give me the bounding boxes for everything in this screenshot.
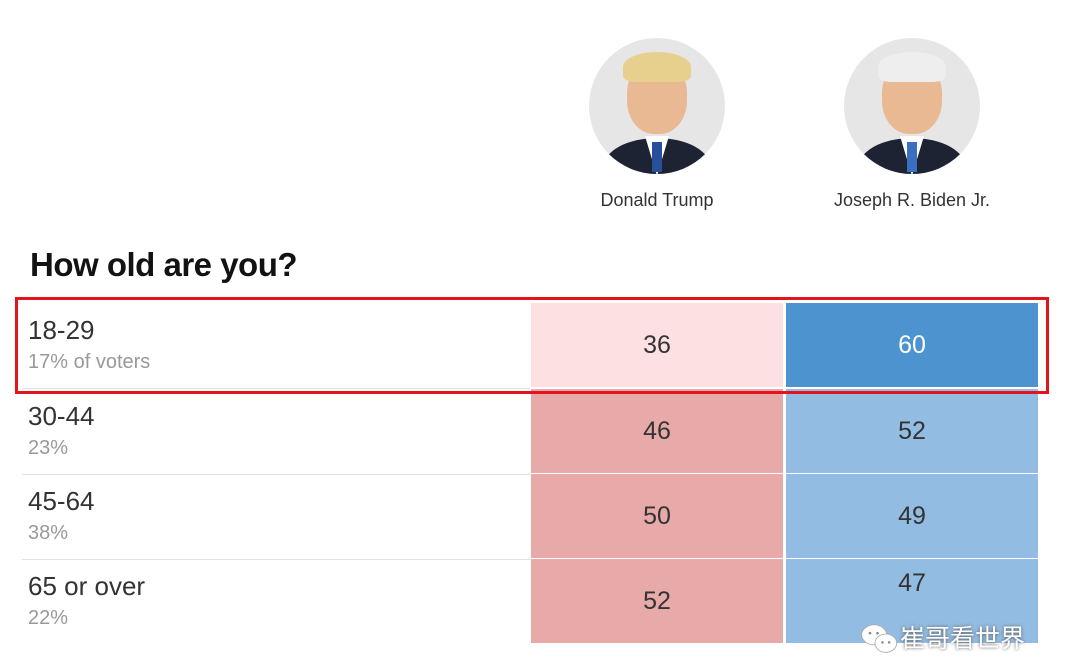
trump-value-cell: 52 bbox=[531, 559, 783, 643]
biden-value-cell: 47 bbox=[786, 559, 1038, 643]
table-row: 65 or over 22% 52 47 bbox=[22, 559, 1038, 643]
biden-value-cell: 52 bbox=[786, 389, 1038, 473]
row-share: 38% bbox=[28, 522, 69, 544]
trump-value-cell: 50 bbox=[531, 474, 783, 558]
row-label: 30-44 bbox=[28, 401, 95, 431]
table-row: 45-64 38% 50 49 bbox=[22, 474, 1038, 560]
row-divider bbox=[22, 474, 530, 475]
row-divider bbox=[22, 559, 530, 560]
candidate-biden: Joseph R. Biden Jr. bbox=[786, 38, 1038, 211]
biden-value-cell: 49 bbox=[786, 474, 1038, 558]
table-row: 30-44 23% 46 52 bbox=[22, 389, 1038, 475]
row-label: 18-29 bbox=[28, 315, 95, 345]
trump-value-cell: 36 bbox=[531, 303, 783, 387]
row-share: 23% bbox=[28, 437, 69, 459]
row-share: 17% of voters bbox=[28, 351, 151, 373]
candidate-trump: Donald Trump bbox=[531, 38, 783, 211]
watermark: 崔哥看世界 bbox=[860, 622, 1025, 656]
candidate-name: Joseph R. Biden Jr. bbox=[833, 190, 991, 210]
row-share: 22% bbox=[28, 607, 69, 629]
wechat-icon bbox=[861, 624, 898, 653]
row-label: 45-64 bbox=[28, 486, 95, 516]
row-label: 65 or over bbox=[28, 571, 146, 601]
candidate-name: Donald Trump bbox=[600, 190, 714, 210]
biden-value-cell: 60 bbox=[786, 303, 1038, 387]
watermark-text: 崔哥看世界 bbox=[900, 625, 1026, 653]
biden-photo bbox=[844, 38, 980, 174]
trump-photo bbox=[589, 38, 725, 174]
trump-value-cell: 46 bbox=[531, 389, 783, 473]
row-divider bbox=[22, 388, 530, 389]
question-title: How old are you? bbox=[30, 246, 298, 283]
highlight-box bbox=[15, 297, 1049, 394]
table-row: 18-29 17% of voters 36 60 bbox=[22, 303, 1038, 389]
